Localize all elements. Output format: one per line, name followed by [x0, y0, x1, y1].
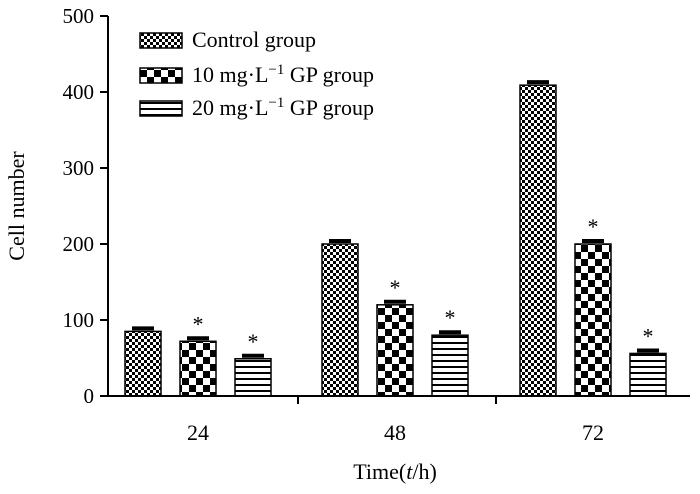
x-axis-title: Time(t/h) — [353, 459, 437, 484]
significance-marker: * — [390, 275, 401, 300]
x-tick-label: 48 — [384, 420, 406, 445]
bars-layer — [124, 80, 667, 397]
bar-72-series-2 — [574, 243, 612, 397]
y-tick-label: 400 — [63, 80, 95, 104]
legend: Control group 10 mg·L−1 GP group 20 mg·L−1… — [139, 27, 374, 120]
legend-swatch-2 — [139, 67, 183, 84]
x-tick-label: 72 — [582, 420, 604, 445]
significance-layer: * * * * * * — [193, 214, 654, 354]
significance-marker: * — [248, 329, 259, 354]
legend-label-2: 10 mg·L−1 GP group — [192, 62, 374, 87]
y-tick-label: 0 — [84, 384, 95, 408]
significance-marker: * — [445, 305, 456, 330]
bar-24-series-3 — [234, 358, 272, 397]
legend-swatch-3 — [139, 100, 183, 117]
legend-label-1: Control group — [192, 27, 316, 52]
bar-72-series-1 — [519, 84, 557, 397]
y-tick-label: 100 — [63, 308, 95, 332]
x-tick-label: 24 — [187, 420, 209, 445]
significance-marker: * — [588, 214, 599, 239]
y-tick-label: 500 — [63, 4, 95, 28]
x-ticks: 24 48 72 — [187, 396, 604, 445]
bar-48-series-1 — [321, 243, 359, 397]
significance-marker: * — [643, 323, 654, 348]
legend-label-3: 20 mg·L−1 GP group — [192, 95, 374, 120]
significance-marker: * — [193, 311, 204, 336]
y-tick-label: 200 — [63, 232, 95, 256]
y-ticks: 0 100 200 300 400 500 — [63, 4, 108, 408]
bar-48-series-3 — [431, 334, 469, 397]
bar-24-series-2 — [179, 340, 217, 397]
bar-48-series-2 — [376, 304, 414, 397]
bar-24-series-1 — [124, 330, 162, 397]
legend-swatch-1 — [139, 32, 183, 49]
axes — [107, 16, 690, 397]
bar-72-series-3 — [629, 352, 667, 397]
y-tick-label: 300 — [63, 156, 95, 180]
y-axis-title: Cell number — [4, 151, 29, 261]
